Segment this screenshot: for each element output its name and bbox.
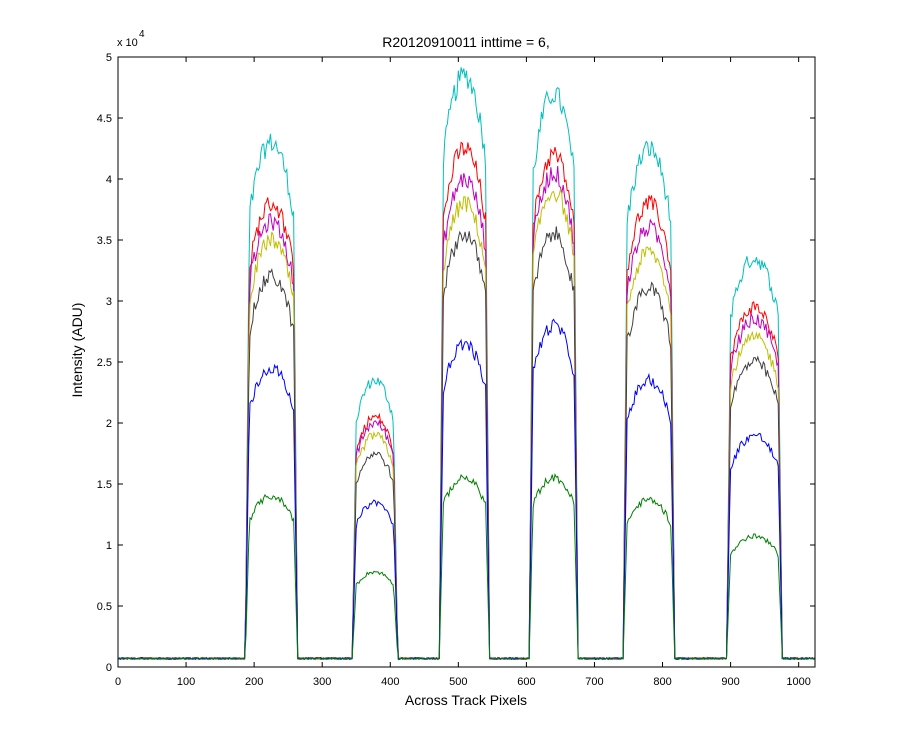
- y-tick-label: 0: [106, 662, 112, 674]
- x-tick-label: 400: [381, 676, 399, 688]
- chart-title: R20120910011 inttime = 6,: [382, 34, 549, 50]
- x-axis-label: Across Track Pixels: [405, 692, 527, 708]
- y-tick-label: 3: [106, 296, 112, 308]
- series-line: [117, 226, 815, 661]
- y-tick-label: 0.5: [97, 601, 112, 613]
- x-tick-label: 100: [177, 676, 195, 688]
- y-tick-label: 5: [106, 52, 112, 64]
- x-tick-label: 900: [721, 676, 739, 688]
- x-tick-label: 300: [313, 676, 331, 688]
- x-tick-label: 700: [585, 676, 603, 688]
- x-tick-label: 600: [517, 676, 535, 688]
- x-tick-label: 500: [449, 676, 467, 688]
- y-tick-label: 3.5: [97, 235, 112, 247]
- x-tick-label: 0: [115, 676, 121, 688]
- series-line: [117, 318, 816, 661]
- y-axis-label: Intensity (ADU): [69, 303, 85, 398]
- series-line: [117, 187, 816, 661]
- series-line: [117, 141, 816, 661]
- y-tick-label: 2.5: [97, 357, 112, 369]
- y-tick-label: 2: [106, 418, 112, 430]
- series-line: [117, 67, 816, 661]
- y-tick-label: 4.5: [97, 113, 112, 125]
- x-tick-label: 1000: [786, 676, 810, 688]
- y-exponent-power: 4: [139, 29, 145, 40]
- series-line: [117, 472, 816, 661]
- y-tick-label: 4: [106, 174, 112, 186]
- y-tick-label: 1.5: [97, 479, 112, 491]
- y-tick-label: 1: [106, 540, 112, 552]
- x-tick-label: 200: [245, 676, 263, 688]
- series-layer: [117, 67, 816, 661]
- x-tick-label: 800: [653, 676, 671, 688]
- plot-area-frame: [117, 56, 816, 668]
- tick-layer: 0 100 200 300 400 500 600 700 800 900 1000 0 0.5 1 1.5…: [97, 52, 815, 688]
- y-exponent-base: x 10: [117, 37, 138, 49]
